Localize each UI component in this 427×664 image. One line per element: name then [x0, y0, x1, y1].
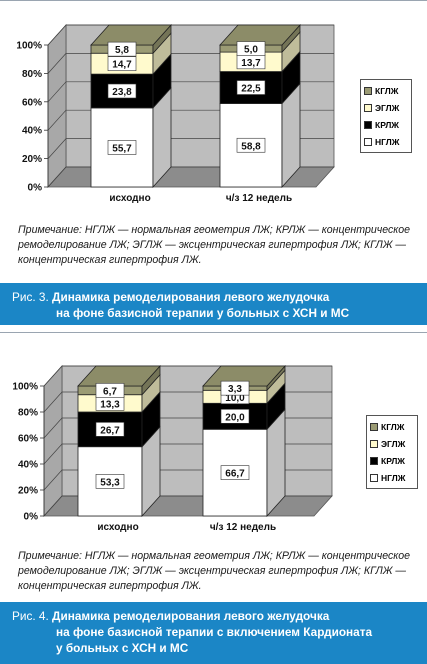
x-tick-label: исходно — [97, 522, 138, 533]
y-tick-label: 100% — [16, 41, 42, 52]
data-label: 26,7 — [100, 425, 120, 436]
legend-label: КГЛЖ — [375, 85, 399, 96]
y-tick-label: 40% — [18, 460, 38, 471]
data-label: 5,0 — [244, 45, 258, 56]
figure-4: 0% 20% 40% 60% 80% 100% 53,3 26,7 13,3 6,7 исходно… — [0, 332, 427, 664]
x-tick-label: исходно — [109, 193, 150, 204]
legend-item: КРЛЖ — [370, 452, 417, 469]
chart-figure-4: 0% 20% 40% 60% 80% 100% 53,3 26,7 13,3 6,7 исходно… — [12, 364, 333, 533]
data-label: 5,8 — [115, 45, 129, 56]
data-label-box — [220, 465, 250, 480]
data-label-box — [107, 83, 137, 99]
legend-swatch — [370, 473, 378, 482]
data-label-box — [95, 422, 125, 437]
y-tick-label: 100% — [12, 382, 38, 393]
chart-figure-3: 0% 20% 40% 60% 80% 100% 55,7 23,8 14,7 5,8 исходно… — [16, 23, 335, 204]
data-label-box — [236, 137, 266, 153]
legend-swatch — [364, 137, 372, 146]
data-label: 3,3 — [228, 384, 242, 395]
data-label-box — [236, 41, 266, 56]
data-label-box — [107, 56, 137, 71]
x-tick-label: ч/з 12 недель — [226, 193, 292, 204]
side-wall — [47, 23, 67, 189]
caption-label: Рис. 4. — [12, 609, 49, 623]
caption-line-3: у больных с ХСН и МС — [56, 641, 189, 655]
legend-label: КРЛЖ — [381, 455, 405, 466]
data-label: 6,7 — [103, 386, 117, 397]
y-tick-label: 20% — [18, 486, 38, 497]
data-label: 55,7 — [112, 143, 132, 154]
legend-item: КГЛЖ — [370, 418, 417, 435]
legend-label: ЭГЛЖ — [381, 438, 406, 449]
data-label: 66,7 — [225, 469, 245, 480]
legend-item: ЭГЛЖ — [370, 435, 417, 452]
legend-label: КГЛЖ — [381, 421, 405, 432]
data-label-box — [95, 383, 125, 398]
legend-item: КРЛЖ — [364, 116, 411, 133]
data-label-box — [107, 41, 137, 57]
legend-item: КГЛЖ — [364, 82, 411, 99]
legend-label: ЭГЛЖ — [375, 102, 400, 113]
legend-label: НГЛЖ — [375, 136, 400, 147]
figure-3: 0% 20% 40% 60% 80% 100% 55,7 23,8 14,7 5,8 исходно… — [0, 0, 427, 325]
caption-line-2: на фоне базисной терапии с включением Ка… — [56, 625, 373, 639]
data-label: 10,0 — [225, 393, 245, 404]
legend: КГЛЖ ЭГЛЖ КРЛЖ НГЛЖ — [366, 415, 418, 489]
legend-swatch — [364, 120, 372, 129]
y-tick-label: 0% — [28, 183, 43, 194]
side-wall — [43, 364, 63, 518]
data-label-box — [220, 408, 250, 424]
data-label: 58,8 — [241, 141, 261, 152]
data-label: 23,8 — [112, 87, 132, 98]
legend-swatch — [370, 422, 378, 431]
data-label-box — [220, 380, 250, 396]
data-label: 13,7 — [241, 58, 261, 69]
data-label-box — [95, 474, 125, 489]
data-label-box — [107, 140, 137, 155]
legend: КГЛЖ ЭГЛЖ КРЛЖ НГЛЖ — [360, 79, 412, 153]
figure-caption: Рис. 3. Динамика ремоделирования левого … — [0, 283, 427, 325]
y-tick-label: 20% — [22, 154, 42, 165]
legend-item: ЭГЛЖ — [364, 99, 411, 116]
figure-caption: Рис. 4. Динамика ремоделирования левого … — [0, 602, 427, 664]
data-label: 20,0 — [225, 412, 245, 423]
legend-swatch — [364, 86, 372, 95]
data-label: 22,5 — [241, 84, 261, 95]
y-tick-label: 80% — [22, 69, 42, 80]
legend-label: КРЛЖ — [375, 119, 399, 130]
caption-line-1: Динамика ремоделирования левого желудочк… — [52, 609, 330, 623]
legend-swatch — [364, 103, 372, 112]
y-tick-label: 40% — [22, 126, 42, 137]
caption-line-2: на фоне базисной терапии у больных с ХСН… — [56, 306, 350, 320]
y-tick-label: 60% — [18, 434, 38, 445]
caption-label: Рис. 3. — [12, 290, 49, 304]
legend-item: НГЛЖ — [364, 133, 411, 150]
y-tick-label: 60% — [22, 97, 42, 108]
data-label: 53,3 — [100, 477, 120, 488]
legend-label: НГЛЖ — [381, 472, 406, 483]
y-tick-label: 80% — [18, 408, 38, 419]
caption-line-1: Динамика ремоделирования левого желудочк… — [52, 290, 330, 304]
legend-item: НГЛЖ — [370, 469, 417, 486]
data-label: 13,3 — [100, 399, 120, 410]
legend-swatch — [370, 456, 378, 465]
footnote: Примечание: НГЛЖ — нормальная геометрия … — [18, 550, 411, 592]
y-tick-label: 0% — [24, 512, 39, 523]
x-tick-label: ч/з 12 недель — [210, 522, 276, 533]
data-label: 14,7 — [112, 60, 132, 71]
legend-swatch — [370, 439, 378, 448]
footnote: Примечание: НГЛЖ — нормальная геометрия … — [18, 224, 411, 266]
data-label-box — [236, 80, 266, 95]
